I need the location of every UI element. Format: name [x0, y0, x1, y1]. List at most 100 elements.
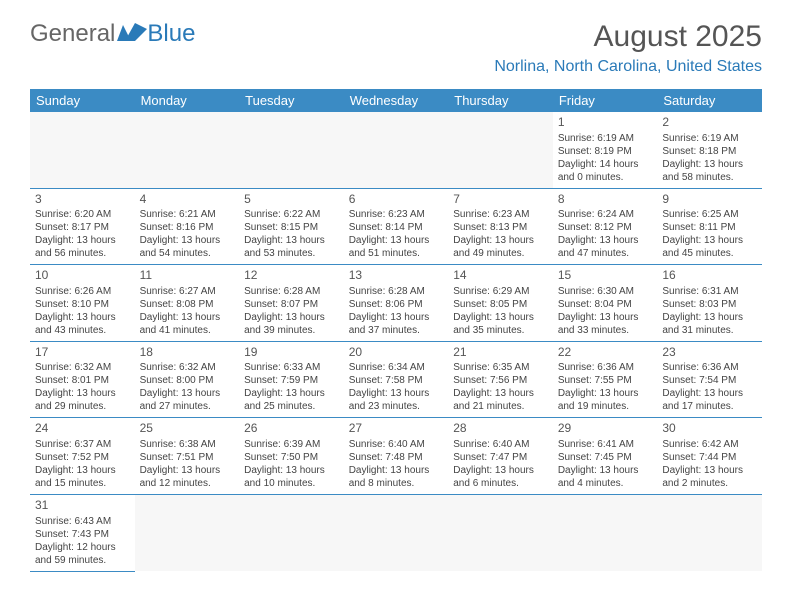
daylight-line: Daylight: 13 hours and 56 minutes. — [35, 234, 130, 260]
day-number: 29 — [558, 421, 653, 437]
sunrise-line: Sunrise: 6:23 AM — [349, 208, 444, 221]
day-number: 12 — [244, 268, 339, 284]
sunrise-line: Sunrise: 6:19 AM — [558, 132, 653, 145]
calendar-cell: 8Sunrise: 6:24 AMSunset: 8:12 PMDaylight… — [553, 188, 658, 265]
sunset-line: Sunset: 8:13 PM — [453, 221, 548, 234]
header-row: Sunday Monday Tuesday Wednesday Thursday… — [30, 89, 762, 112]
daylight-line: Daylight: 13 hours and 39 minutes. — [244, 311, 339, 337]
daylight-line: Daylight: 13 hours and 2 minutes. — [662, 464, 757, 490]
daylight-line: Daylight: 13 hours and 27 minutes. — [140, 387, 235, 413]
sunset-line: Sunset: 8:15 PM — [244, 221, 339, 234]
day-number: 27 — [349, 421, 444, 437]
logo-text-blue: Blue — [147, 20, 195, 48]
sunrise-line: Sunrise: 6:21 AM — [140, 208, 235, 221]
calendar-cell: 15Sunrise: 6:30 AMSunset: 8:04 PMDayligh… — [553, 265, 658, 342]
day-number: 25 — [140, 421, 235, 437]
calendar-cell — [657, 494, 762, 571]
calendar-cell: 1Sunrise: 6:19 AMSunset: 8:19 PMDaylight… — [553, 112, 658, 188]
calendar-cell: 29Sunrise: 6:41 AMSunset: 7:45 PMDayligh… — [553, 418, 658, 495]
sunset-line: Sunset: 7:50 PM — [244, 451, 339, 464]
table-row: 1Sunrise: 6:19 AMSunset: 8:19 PMDaylight… — [30, 112, 762, 188]
sunrise-line: Sunrise: 6:43 AM — [35, 515, 130, 528]
daylight-line: Daylight: 13 hours and 23 minutes. — [349, 387, 444, 413]
daylight-line: Daylight: 13 hours and 6 minutes. — [453, 464, 548, 490]
sunrise-line: Sunrise: 6:26 AM — [35, 285, 130, 298]
daylight-line: Daylight: 13 hours and 25 minutes. — [244, 387, 339, 413]
calendar-cell: 10Sunrise: 6:26 AMSunset: 8:10 PMDayligh… — [30, 265, 135, 342]
calendar-cell: 21Sunrise: 6:35 AMSunset: 7:56 PMDayligh… — [448, 341, 553, 418]
sunrise-line: Sunrise: 6:24 AM — [558, 208, 653, 221]
calendar-cell: 12Sunrise: 6:28 AMSunset: 8:07 PMDayligh… — [239, 265, 344, 342]
calendar-cell: 30Sunrise: 6:42 AMSunset: 7:44 PMDayligh… — [657, 418, 762, 495]
col-wednesday: Wednesday — [344, 89, 449, 112]
day-number: 22 — [558, 345, 653, 361]
sunset-line: Sunset: 7:55 PM — [558, 374, 653, 387]
calendar-cell: 3Sunrise: 6:20 AMSunset: 8:17 PMDaylight… — [30, 188, 135, 265]
sunset-line: Sunset: 7:45 PM — [558, 451, 653, 464]
table-row: 3Sunrise: 6:20 AMSunset: 8:17 PMDaylight… — [30, 188, 762, 265]
daylight-line: Daylight: 13 hours and 33 minutes. — [558, 311, 653, 337]
sunrise-line: Sunrise: 6:29 AM — [453, 285, 548, 298]
sunset-line: Sunset: 7:48 PM — [349, 451, 444, 464]
sunrise-line: Sunrise: 6:32 AM — [140, 361, 235, 374]
day-number: 17 — [35, 345, 130, 361]
day-number: 31 — [35, 498, 130, 514]
logo: General Blue — [30, 20, 195, 48]
sunrise-line: Sunrise: 6:20 AM — [35, 208, 130, 221]
calendar-cell: 4Sunrise: 6:21 AMSunset: 8:16 PMDaylight… — [135, 188, 240, 265]
day-number: 7 — [453, 192, 548, 208]
sunrise-line: Sunrise: 6:42 AM — [662, 438, 757, 451]
day-number: 13 — [349, 268, 444, 284]
calendar-cell: 9Sunrise: 6:25 AMSunset: 8:11 PMDaylight… — [657, 188, 762, 265]
calendar-cell: 18Sunrise: 6:32 AMSunset: 8:00 PMDayligh… — [135, 341, 240, 418]
daylight-line: Daylight: 12 hours and 59 minutes. — [35, 541, 130, 567]
sunset-line: Sunset: 7:59 PM — [244, 374, 339, 387]
sunrise-line: Sunrise: 6:22 AM — [244, 208, 339, 221]
sunset-line: Sunset: 8:01 PM — [35, 374, 130, 387]
col-sunday: Sunday — [30, 89, 135, 112]
day-number: 3 — [35, 192, 130, 208]
calendar-cell — [239, 112, 344, 188]
table-row: 10Sunrise: 6:26 AMSunset: 8:10 PMDayligh… — [30, 265, 762, 342]
sunset-line: Sunset: 8:03 PM — [662, 298, 757, 311]
col-monday: Monday — [135, 89, 240, 112]
calendar-cell: 7Sunrise: 6:23 AMSunset: 8:13 PMDaylight… — [448, 188, 553, 265]
daylight-line: Daylight: 13 hours and 58 minutes. — [662, 158, 757, 184]
col-friday: Friday — [553, 89, 658, 112]
header: General Blue August 2025 Norlina, North … — [0, 0, 792, 81]
sunset-line: Sunset: 8:07 PM — [244, 298, 339, 311]
day-number: 21 — [453, 345, 548, 361]
table-row: 17Sunrise: 6:32 AMSunset: 8:01 PMDayligh… — [30, 341, 762, 418]
sunset-line: Sunset: 8:04 PM — [558, 298, 653, 311]
day-number: 24 — [35, 421, 130, 437]
daylight-line: Daylight: 13 hours and 35 minutes. — [453, 311, 548, 337]
daylight-line: Daylight: 13 hours and 10 minutes. — [244, 464, 339, 490]
day-number: 9 — [662, 192, 757, 208]
daylight-line: Daylight: 13 hours and 43 minutes. — [35, 311, 130, 337]
daylight-line: Daylight: 14 hours and 0 minutes. — [558, 158, 653, 184]
day-number: 14 — [453, 268, 548, 284]
day-number: 8 — [558, 192, 653, 208]
calendar-cell — [553, 494, 658, 571]
day-number: 23 — [662, 345, 757, 361]
day-number: 20 — [349, 345, 444, 361]
calendar-cell — [135, 494, 240, 571]
calendar-cell: 14Sunrise: 6:29 AMSunset: 8:05 PMDayligh… — [448, 265, 553, 342]
calendar-cell: 16Sunrise: 6:31 AMSunset: 8:03 PMDayligh… — [657, 265, 762, 342]
sunrise-line: Sunrise: 6:31 AM — [662, 285, 757, 298]
day-number: 10 — [35, 268, 130, 284]
daylight-line: Daylight: 13 hours and 37 minutes. — [349, 311, 444, 337]
sunrise-line: Sunrise: 6:33 AM — [244, 361, 339, 374]
sunset-line: Sunset: 8:12 PM — [558, 221, 653, 234]
col-thursday: Thursday — [448, 89, 553, 112]
calendar-cell — [448, 112, 553, 188]
title-block: August 2025 Norlina, North Carolina, Uni… — [494, 20, 762, 76]
sunset-line: Sunset: 7:56 PM — [453, 374, 548, 387]
sunset-line: Sunset: 8:14 PM — [349, 221, 444, 234]
sunset-line: Sunset: 8:05 PM — [453, 298, 548, 311]
calendar-cell — [135, 112, 240, 188]
daylight-line: Daylight: 13 hours and 19 minutes. — [558, 387, 653, 413]
day-number: 11 — [140, 268, 235, 284]
calendar-cell: 17Sunrise: 6:32 AMSunset: 8:01 PMDayligh… — [30, 341, 135, 418]
daylight-line: Daylight: 13 hours and 29 minutes. — [35, 387, 130, 413]
